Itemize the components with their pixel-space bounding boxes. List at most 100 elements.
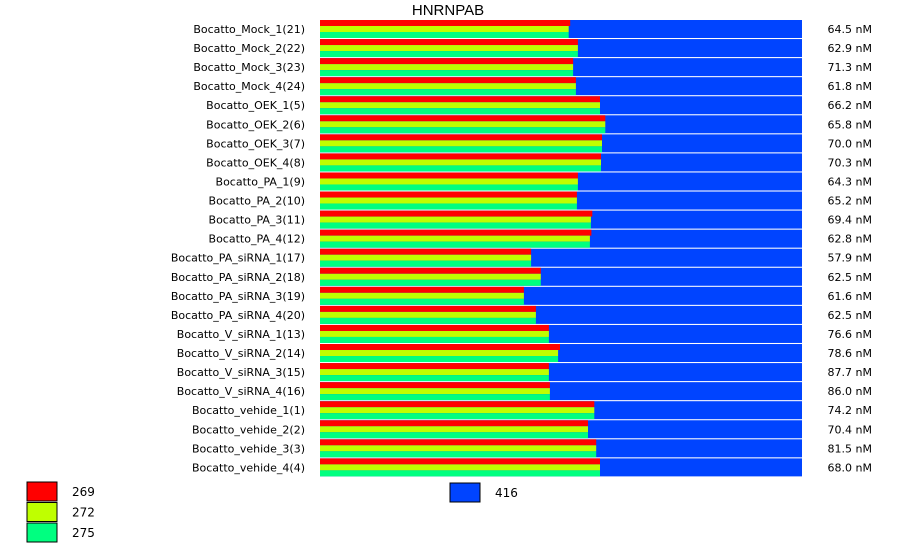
legend-swatch xyxy=(26,522,58,543)
legend-label: 272 xyxy=(72,506,95,520)
bar-272 xyxy=(320,292,524,299)
concentration-label: 68.0 nM xyxy=(828,461,872,474)
bar-269 xyxy=(320,458,600,465)
bar-269 xyxy=(320,344,560,351)
bar-272 xyxy=(320,350,559,357)
bar-269 xyxy=(320,286,524,293)
legend-swatch xyxy=(26,481,58,502)
sample-row: Bocatto_PA_siRNA_3(19) 61.6 nM xyxy=(171,286,872,305)
legend-swatch xyxy=(26,502,58,522)
bar-272 xyxy=(320,83,576,90)
sample-row: Bocatto_OEK_2(6) 65.8 nM xyxy=(206,115,872,134)
bar-269 xyxy=(320,439,597,446)
bar-272 xyxy=(320,102,600,109)
sample-label: Bocatto_OEK_2(6) xyxy=(206,118,305,131)
sample-label: Bocatto_PA_4(12) xyxy=(209,233,305,246)
bar-269 xyxy=(320,77,576,84)
concentration-label: 74.2 nM xyxy=(828,404,872,417)
sample-row: Bocatto_Mock_4(24) 61.8 nM xyxy=(193,77,872,96)
sample-label: Bocatto_Mock_4(24) xyxy=(193,80,305,93)
bar-275 xyxy=(320,394,550,401)
concentration-label: 69.4 nM xyxy=(828,214,872,227)
sample-label: Bocatto_vehide_1(1) xyxy=(192,404,305,417)
sample-row: Bocatto_PA_siRNA_1(17) 57.9 nM xyxy=(171,248,872,267)
bar-275 xyxy=(320,108,600,115)
bar-272 xyxy=(320,311,536,318)
bar-275 xyxy=(320,356,559,363)
legend-item-272: 272 xyxy=(26,502,95,522)
sample-row: Bocatto_Mock_2(22) 62.9 nM xyxy=(193,39,872,58)
bar-272 xyxy=(320,26,569,32)
sample-row: Bocatto_vehide_4(4) 68.0 nM xyxy=(192,458,872,477)
bar-269 xyxy=(320,96,600,103)
bar-272 xyxy=(320,140,602,147)
sample-row: Bocatto_V_siRNA_2(14) 78.6 nM xyxy=(177,344,872,363)
sample-row: Bocatto_V_siRNA_1(13) 76.6 nM xyxy=(177,324,872,343)
bar-272 xyxy=(320,330,549,337)
bar-272 xyxy=(320,178,578,185)
bar-272 xyxy=(320,273,541,280)
concentration-label: 64.3 nM xyxy=(828,175,872,188)
bar-275 xyxy=(320,222,591,229)
bar-275 xyxy=(320,146,602,153)
bar-272 xyxy=(320,235,590,242)
sample-label: Bocatto_PA_3(11) xyxy=(209,214,305,227)
sample-label: Bocatto_PA_siRNA_4(20) xyxy=(171,309,305,322)
sample-row: Bocatto_vehide_3(3) 81.5 nM xyxy=(192,439,872,458)
concentration-label: 76.6 nM xyxy=(828,328,872,341)
legend-label: 269 xyxy=(72,485,95,499)
bar-269 xyxy=(320,401,595,408)
sample-row: Bocatto_vehide_2(2) 70.4 nM xyxy=(192,420,872,439)
bar-275 xyxy=(320,127,606,134)
bar-269 xyxy=(320,172,578,179)
bar-272 xyxy=(320,216,591,223)
concentration-label: 70.0 nM xyxy=(828,137,872,150)
bar-275 xyxy=(320,298,524,305)
concentration-label: 87.7 nM xyxy=(828,366,872,379)
bar-269 xyxy=(320,267,541,274)
bar-272 xyxy=(320,388,550,395)
bar-272 xyxy=(320,64,574,71)
bar-269 xyxy=(320,324,549,331)
sample-row: Bocatto_PA_4(12) 62.8 nM xyxy=(209,229,872,248)
bar-269 xyxy=(320,20,571,26)
bar-272 xyxy=(320,426,588,433)
bar-275 xyxy=(320,51,578,58)
concentration-label: 70.3 nM xyxy=(828,156,872,169)
concentration-label: 62.9 nM xyxy=(828,42,872,55)
sample-row: Bocatto_V_siRNA_3(15) 87.7 nM xyxy=(177,363,872,382)
sample-label: Bocatto_V_siRNA_1(13) xyxy=(177,328,305,341)
bar-275 xyxy=(320,184,578,191)
bar-272 xyxy=(320,45,578,52)
bar-269 xyxy=(320,420,588,427)
sample-row: Bocatto_PA_siRNA_2(18) 62.5 nM xyxy=(171,267,872,286)
sample-row: Bocatto_Mock_1(21) 64.5 nM xyxy=(193,20,872,38)
bar-269 xyxy=(320,153,601,160)
bar-275 xyxy=(320,413,595,420)
bar-269 xyxy=(320,363,549,370)
bar-275 xyxy=(320,89,576,96)
sample-row: Bocatto_PA_2(10) 65.2 nM xyxy=(209,191,872,210)
bar-272 xyxy=(320,121,606,128)
sample-row: Bocatto_PA_1(9) 64.3 nM xyxy=(216,172,872,191)
bar-269 xyxy=(320,229,592,236)
concentration-label: 64.5 nM xyxy=(828,23,872,36)
bar-272 xyxy=(320,464,600,471)
bar-272 xyxy=(320,254,532,261)
concentration-label: 78.6 nM xyxy=(828,347,872,360)
sample-label: Bocatto_OEK_1(5) xyxy=(206,99,305,112)
concentration-label: 86.0 nM xyxy=(828,385,872,398)
concentration-label: 61.8 nM xyxy=(828,80,872,93)
sample-label: Bocatto_Mock_3(23) xyxy=(193,61,305,74)
legend-item-269: 269 xyxy=(26,481,95,502)
bar-275 xyxy=(320,70,574,77)
legend: 269 272 275 416 xyxy=(26,481,518,543)
sample-label: Bocatto_PA_siRNA_3(19) xyxy=(171,290,305,303)
bar-275 xyxy=(320,203,577,210)
bar-275 xyxy=(320,165,601,172)
chart-title: HNRNPAB xyxy=(412,2,484,19)
legend-swatch xyxy=(449,482,481,503)
concentration-label: 65.2 nM xyxy=(828,195,872,208)
concentration-label: 62.5 nM xyxy=(828,271,872,284)
